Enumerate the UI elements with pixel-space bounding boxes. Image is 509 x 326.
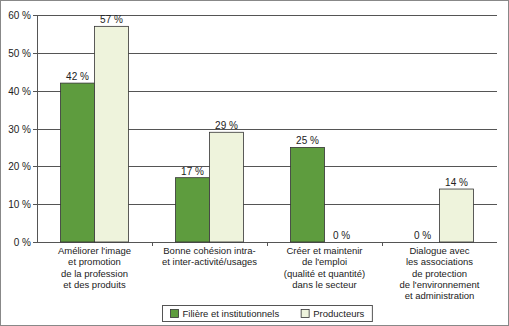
category-label: Bonne cohésion intra-et inter-activité/u… [162, 245, 257, 267]
data-label: 0 % [414, 230, 431, 241]
legend-swatch [171, 310, 179, 318]
tick-mark [33, 91, 37, 92]
data-label: 25 % [296, 135, 319, 146]
data-label: 14 % [445, 177, 468, 188]
category-tick [382, 242, 383, 246]
data-label: 57 % [100, 14, 123, 25]
bar [325, 242, 359, 243]
bar [95, 26, 129, 242]
bar [176, 178, 210, 242]
tick-mark [33, 15, 37, 16]
legend-box [163, 306, 373, 322]
tick-label: 20 % [8, 161, 31, 172]
legend-swatch [301, 310, 309, 318]
tick-mark [33, 53, 37, 54]
data-label: 29 % [215, 120, 238, 131]
data-label: 42 % [66, 71, 89, 82]
bar [406, 242, 440, 243]
tick-mark [33, 242, 37, 243]
tick-label: 10 % [8, 199, 31, 210]
chart-border [1, 1, 509, 326]
tick-mark [33, 204, 37, 205]
y-axis [37, 15, 38, 242]
bar [61, 83, 95, 242]
chart: 0 % 10 % 20 % 30 % 40 % 50 % 60 % 42 % 17 % 25 % 0… [0, 0, 509, 326]
legend: Filière et institutionnels Producteurs [163, 306, 373, 322]
category-tick [152, 242, 153, 246]
category-label: Dialogue avecles associationsde protecti… [400, 245, 480, 301]
tick-label: 30 % [8, 124, 31, 135]
bar [440, 189, 474, 242]
data-labels: 42 % 17 % 25 % 0 % 57 % 29 % 0 % 14 % [66, 14, 468, 241]
tick-mark [33, 129, 37, 130]
bar [210, 132, 244, 242]
tick-label: 50 % [8, 48, 31, 59]
bars [61, 26, 474, 242]
category-tick [267, 242, 268, 246]
tick-label: 40 % [8, 86, 31, 97]
legend-label: Producteurs [313, 308, 364, 319]
tick-label: 60 % [8, 10, 31, 21]
data-label: 0 % [333, 230, 350, 241]
tick-label: 0 % [14, 237, 31, 248]
bar [291, 147, 325, 242]
category-label: Améliorer l'imageet promotionde la profe… [58, 245, 131, 290]
category-label: Créer et maintenirde l'emploi(qualité et… [284, 245, 365, 290]
legend-label: Filière et institutionnels [183, 308, 280, 319]
tick-mark [33, 166, 37, 167]
data-label: 17 % [181, 166, 204, 177]
